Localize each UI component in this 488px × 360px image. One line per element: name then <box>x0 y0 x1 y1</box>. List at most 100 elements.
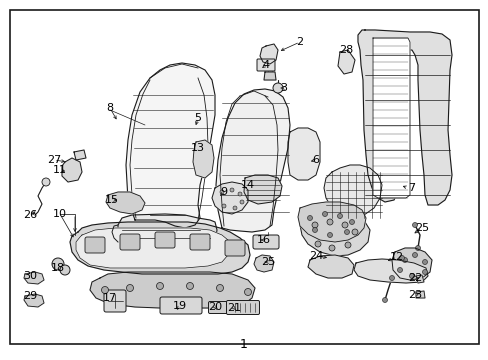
Text: 20: 20 <box>207 302 222 312</box>
FancyBboxPatch shape <box>104 290 126 312</box>
Text: 15: 15 <box>105 195 119 205</box>
Circle shape <box>344 230 349 234</box>
Text: 30: 30 <box>23 271 37 281</box>
Circle shape <box>345 242 350 248</box>
Circle shape <box>126 284 133 292</box>
Polygon shape <box>118 214 217 248</box>
Text: 22: 22 <box>407 273 421 283</box>
Circle shape <box>307 216 312 220</box>
Circle shape <box>311 222 317 228</box>
Polygon shape <box>264 72 275 80</box>
Circle shape <box>389 275 394 280</box>
Text: 12: 12 <box>389 252 403 262</box>
FancyBboxPatch shape <box>252 235 279 249</box>
Polygon shape <box>90 272 254 308</box>
Polygon shape <box>24 294 44 307</box>
Circle shape <box>312 228 317 233</box>
Circle shape <box>102 287 108 293</box>
Polygon shape <box>337 50 354 74</box>
Circle shape <box>232 206 237 210</box>
Text: 8: 8 <box>106 103 113 113</box>
Polygon shape <box>24 272 44 284</box>
Circle shape <box>42 178 50 186</box>
FancyBboxPatch shape <box>190 234 209 250</box>
FancyBboxPatch shape <box>257 59 274 71</box>
Circle shape <box>240 200 244 204</box>
Text: 28: 28 <box>338 45 352 55</box>
Circle shape <box>412 222 417 228</box>
Text: 10: 10 <box>53 209 67 219</box>
Text: 26: 26 <box>23 210 37 220</box>
Circle shape <box>382 297 386 302</box>
Polygon shape <box>193 140 214 178</box>
Text: 5: 5 <box>194 113 201 123</box>
Circle shape <box>322 211 327 216</box>
Text: 27: 27 <box>47 155 61 165</box>
Circle shape <box>412 252 417 257</box>
Circle shape <box>328 245 334 251</box>
Circle shape <box>399 256 404 261</box>
Text: 1: 1 <box>240 338 247 351</box>
Text: 29: 29 <box>23 291 37 301</box>
Text: 2: 2 <box>296 37 303 47</box>
Circle shape <box>349 220 354 225</box>
Text: 18: 18 <box>51 263 65 273</box>
Circle shape <box>314 241 320 247</box>
Circle shape <box>244 288 251 296</box>
Circle shape <box>337 213 342 219</box>
Text: 9: 9 <box>220 187 227 197</box>
Circle shape <box>229 188 234 192</box>
Polygon shape <box>126 63 215 228</box>
Polygon shape <box>260 44 278 64</box>
Polygon shape <box>415 291 424 298</box>
Polygon shape <box>212 182 247 214</box>
Circle shape <box>222 204 225 208</box>
FancyBboxPatch shape <box>208 302 229 314</box>
Polygon shape <box>324 165 381 218</box>
FancyBboxPatch shape <box>85 237 105 253</box>
Circle shape <box>60 265 70 275</box>
FancyBboxPatch shape <box>120 234 140 250</box>
Polygon shape <box>307 255 353 278</box>
Polygon shape <box>74 150 86 160</box>
Polygon shape <box>299 208 369 256</box>
Polygon shape <box>106 192 145 214</box>
Polygon shape <box>62 158 82 182</box>
FancyBboxPatch shape <box>224 240 244 256</box>
Polygon shape <box>415 275 423 283</box>
Text: 23: 23 <box>407 290 421 300</box>
Circle shape <box>220 190 224 194</box>
Polygon shape <box>353 259 427 283</box>
Circle shape <box>341 222 347 228</box>
Text: 3: 3 <box>280 83 287 93</box>
Circle shape <box>326 219 332 225</box>
Circle shape <box>415 246 420 251</box>
Polygon shape <box>391 248 431 280</box>
Circle shape <box>397 267 402 273</box>
Text: 13: 13 <box>191 143 204 153</box>
Text: 24: 24 <box>308 251 323 261</box>
Circle shape <box>422 270 427 274</box>
Circle shape <box>402 257 407 262</box>
FancyBboxPatch shape <box>155 232 175 248</box>
Text: 6: 6 <box>312 155 319 165</box>
Text: 17: 17 <box>103 293 117 303</box>
Polygon shape <box>357 30 451 205</box>
Circle shape <box>238 192 242 196</box>
FancyBboxPatch shape <box>160 297 202 314</box>
Circle shape <box>408 274 414 279</box>
Text: 16: 16 <box>257 235 270 245</box>
Circle shape <box>422 260 427 265</box>
Text: 21: 21 <box>226 303 241 313</box>
Text: 7: 7 <box>407 183 415 193</box>
Circle shape <box>351 229 357 235</box>
Polygon shape <box>287 128 319 180</box>
Polygon shape <box>297 202 365 242</box>
Polygon shape <box>70 222 249 274</box>
FancyBboxPatch shape <box>226 301 259 315</box>
Circle shape <box>272 83 283 93</box>
Circle shape <box>52 258 64 270</box>
Text: 11: 11 <box>53 165 67 175</box>
Polygon shape <box>253 255 273 272</box>
Text: 14: 14 <box>241 180 255 190</box>
